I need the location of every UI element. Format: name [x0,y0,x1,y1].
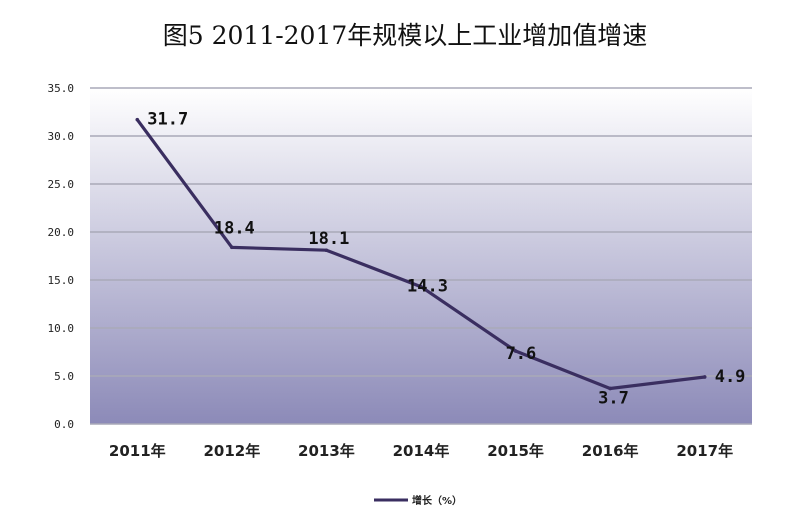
chart-title: 图5 2011-2017年规模以上工业增加值增速 [163,21,648,50]
x-tick-label: 2013年 [298,442,355,460]
data-label: 7.6 [506,344,537,364]
y-tick-label: 25.0 [48,178,75,191]
y-tick-label: 30.0 [48,130,75,143]
y-tick-label: 0.0 [54,418,74,431]
data-point [608,386,612,391]
data-point [702,375,707,379]
y-tick-label: 15.0 [48,274,75,287]
data-point [513,349,518,353]
y-tick-label: 10.0 [48,322,75,335]
data-label: 3.7 [598,388,629,408]
data-label: 31.7 [147,110,188,130]
y-tick-label: 20.0 [48,226,75,239]
data-labels: 31.7 18.4 18.1 14.3 7.6 3.7 4.9 [147,110,745,409]
x-tick-label: 2017年 [676,442,733,460]
x-tick-label: 2016年 [582,442,639,460]
y-axis-ticks: 0.0 5.0 10.0 15.0 20.0 25.0 30.0 35.0 [48,82,75,431]
data-label: 18.4 [214,218,255,238]
x-tick-label: 2012年 [203,442,260,460]
data-label: 14.3 [407,277,448,297]
x-tick-label: 2015年 [487,442,544,460]
y-tick-label: 5.0 [54,370,74,383]
y-tick-label: 35.0 [48,82,75,95]
x-axis-ticks: 2011年 2012年 2013年 2014年 2015年 2016年 2017年 [109,442,733,460]
plot-area [90,88,752,424]
series-growth [135,117,707,391]
data-point [419,284,423,289]
data-point [324,248,329,253]
gridlines [90,87,752,425]
data-point [230,245,234,250]
legend-label: 增长（%） [412,494,462,507]
data-point [135,117,140,122]
data-label: 4.9 [715,367,746,387]
x-tick-label: 2014年 [393,442,450,460]
data-label: 18.1 [308,229,349,249]
x-tick-label: 2011年 [109,442,166,460]
legend: 增长（%） [374,494,462,507]
